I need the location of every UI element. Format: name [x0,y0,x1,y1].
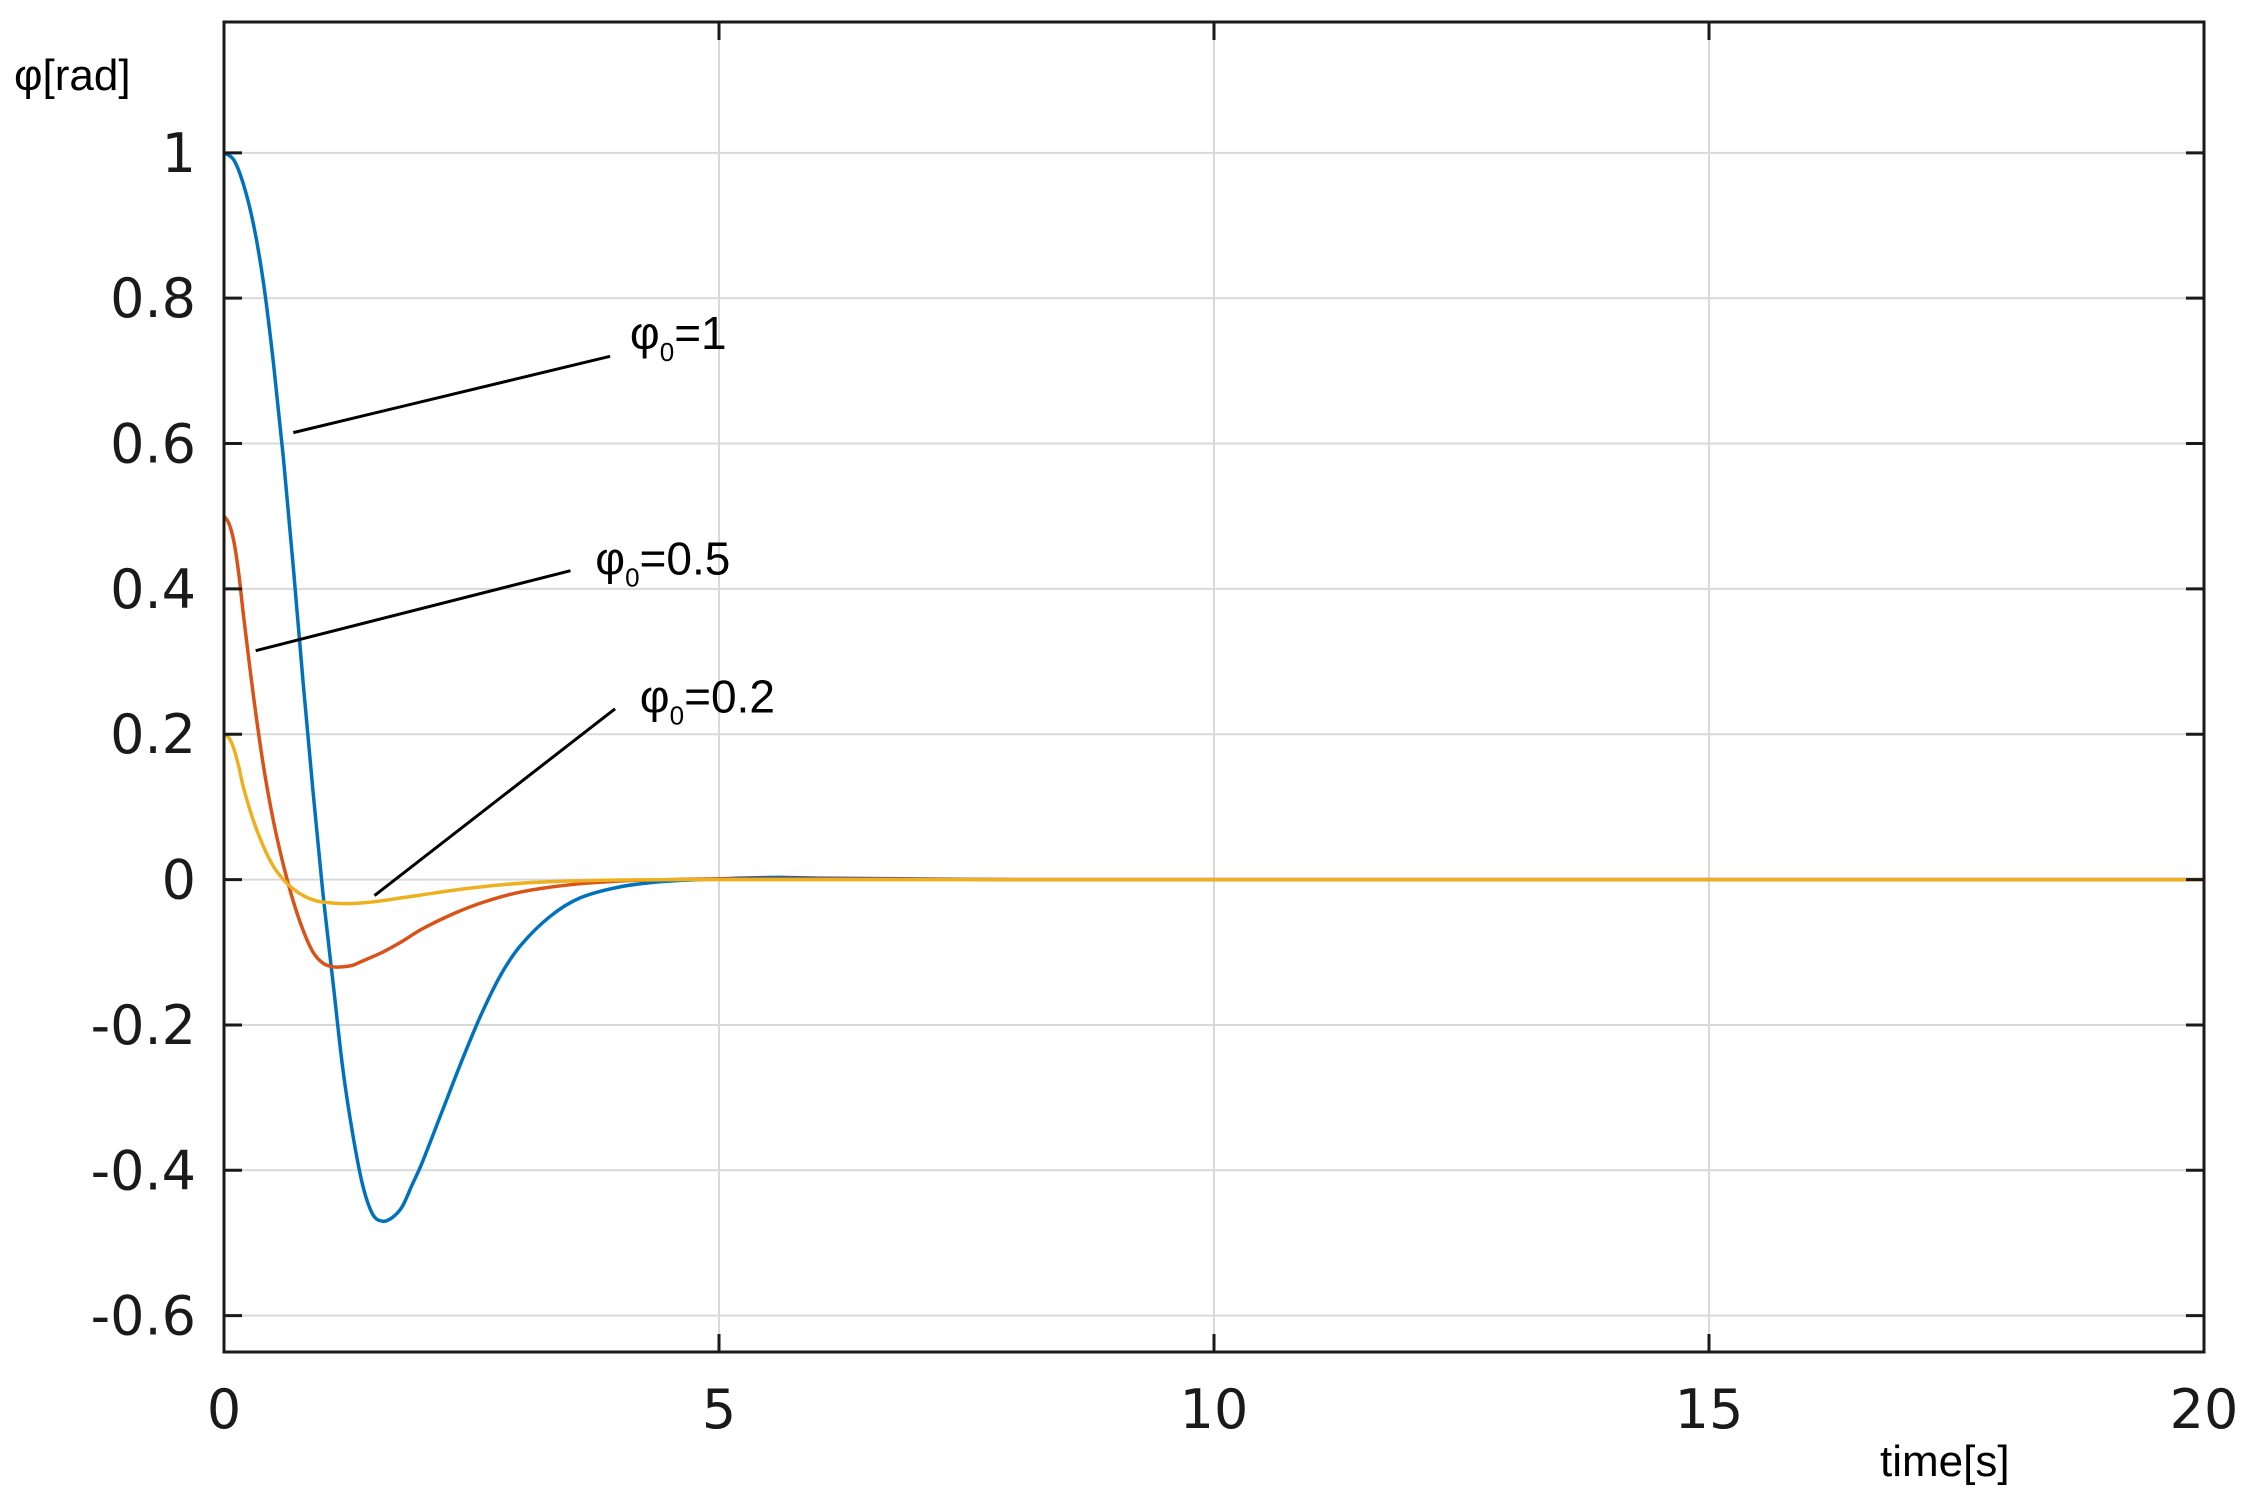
series-lines [222,151,2204,1224]
tick-labels: 0 5 10 15 20 1 0.8 0.6 0.4 0.2 0 -0.2 -0.4 -0.6 [91,122,2239,1441]
y-tick-label: 0.4 [110,558,196,621]
y-tick-label: 0.8 [110,267,196,330]
x-tick-label: 10 [1180,1378,1249,1441]
x-tick-label: 20 [2170,1378,2239,1441]
annotation-leader-line [373,707,616,897]
series-line-3 [222,732,2204,906]
annotation-label-2: φ0=0.5 [595,532,730,592]
x-tick-label: 5 [702,1378,736,1441]
axis-ticks [222,22,2206,1352]
annotation-leader-line [255,569,571,653]
x-axis-label: time[s] [1880,1437,2010,1486]
y-tick-label: 1 [162,122,196,185]
y-tick-label: -0.2 [91,994,196,1057]
x-tick-label: 0 [207,1378,241,1441]
x-tick-label: 15 [1675,1378,1744,1441]
y-axis-label: φ[rad] [14,51,131,100]
y-tick-label: -0.6 [91,1285,196,1348]
annotation-leader-line [292,354,611,435]
y-tick-label: -0.4 [91,1139,196,1202]
annotations: φ0=1 φ0=0.5 φ0=0.2 [255,307,775,897]
y-tick-label: 0.2 [110,703,196,766]
y-tick-label: 0.6 [110,413,196,476]
annotation-label-3: φ0=0.2 [640,670,775,730]
grid-lines [224,22,2204,1352]
annotation-label-1: φ0=1 [630,307,727,367]
y-tick-label: 0 [162,849,196,912]
